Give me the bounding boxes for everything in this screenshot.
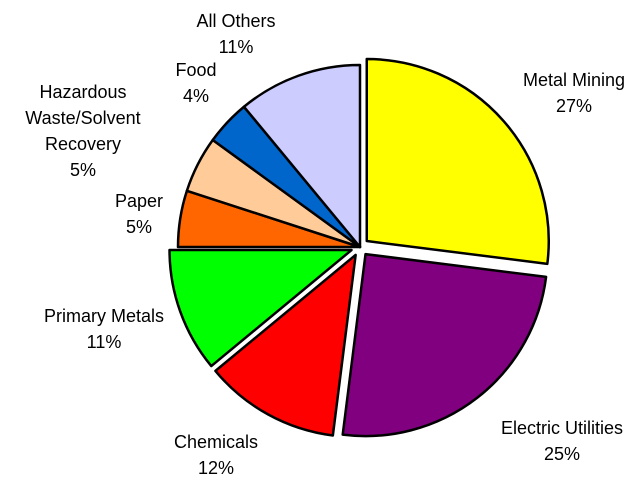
slice-value-food: 4% [183, 86, 209, 106]
slice-value-hazardous-waste-solvent-recovery: 5% [70, 160, 96, 180]
slice-label-electric-utilities: Electric Utilities 25% [501, 418, 623, 464]
slice-value-metal-mining: 27% [556, 96, 592, 116]
slice-value-chemicals: 12% [198, 458, 234, 478]
pie-slice-primary-metals [168, 248, 353, 368]
slice-name-electric-utilities: Electric Utilities [501, 418, 623, 438]
pie-slice-all-others [242, 63, 362, 249]
slice-name-metal-mining: Metal Mining [523, 70, 625, 90]
pie-slice-electric-utilities [341, 252, 548, 438]
slice-label-all-others: All Others 11% [196, 11, 275, 57]
slice-label-hazardous-waste-solvent-recovery: Hazardous Waste/Solvent Recovery 5% [25, 82, 140, 180]
slice-name-all-others: All Others [196, 11, 275, 31]
slice-value-electric-utilities: 25% [544, 444, 580, 464]
slices-layer [168, 57, 550, 438]
slice-value-paper: 5% [126, 217, 152, 237]
slice-value-primary-metals: 11% [87, 332, 122, 352]
slice-name-hazardous-waste-solvent-recovery: Hazardous Waste/Solvent Recovery [25, 82, 140, 154]
slice-label-food: Food 4% [175, 60, 216, 106]
slice-name-paper: Paper [115, 191, 163, 211]
slice-label-primary-metals: Primary Metals 11% [44, 306, 164, 352]
slice-name-chemicals: Chemicals [174, 432, 258, 452]
pie-slice-metal-mining [365, 57, 550, 266]
slice-value-all-others: 11% [219, 37, 254, 57]
labels-layer: Metal Mining 27% Electric Utilities 25% Chem… [25, 11, 625, 478]
slice-label-metal-mining: Metal Mining 27% [523, 70, 625, 116]
slice-label-paper: Paper 5% [115, 191, 163, 237]
slice-label-chemicals: Chemicals 12% [174, 432, 258, 478]
pie-slice-chemicals [214, 253, 357, 437]
slice-name-food: Food [175, 60, 216, 80]
slice-name-primary-metals: Primary Metals [44, 306, 164, 326]
